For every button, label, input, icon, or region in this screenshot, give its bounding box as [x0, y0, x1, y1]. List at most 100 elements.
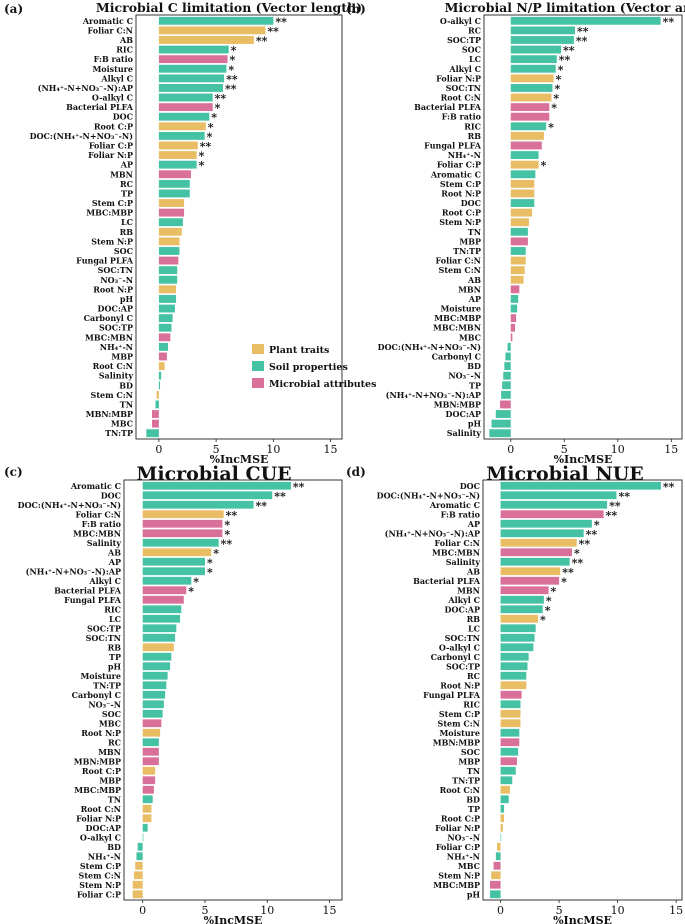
- plot-frame: [482, 479, 683, 901]
- category-label: O-alkyl C: [92, 93, 133, 103]
- bar: [158, 16, 274, 25]
- bar: [500, 833, 502, 842]
- category-label: TP: [121, 188, 133, 198]
- bar: [158, 208, 185, 217]
- significance-label: *: [558, 63, 564, 76]
- bar: [142, 747, 159, 756]
- category-label: Fungal PLFA: [76, 256, 134, 266]
- bar: [158, 112, 210, 121]
- bar: [142, 538, 219, 547]
- bar: [158, 371, 162, 380]
- bar: [132, 890, 143, 899]
- category-label: SOC:TN: [445, 633, 480, 643]
- bar: [158, 294, 177, 303]
- category-label: LC: [469, 54, 481, 64]
- bar: [510, 285, 520, 294]
- bar: [500, 643, 534, 652]
- category-label: NH₄⁺-N: [448, 150, 481, 160]
- category-label: Bacterial PLFA: [54, 585, 122, 595]
- significance-label: *: [556, 73, 562, 86]
- panel-a: (a) Microbial C limitation (Vector length…: [4, 0, 376, 466]
- category-label: Alkyl C: [100, 73, 133, 83]
- significance-label: *: [545, 604, 551, 617]
- x-axis-label: %IncMSE: [210, 453, 269, 466]
- bar: [510, 314, 517, 323]
- significance-label: *: [211, 111, 217, 124]
- bar: [510, 333, 513, 342]
- category-label: Root C:N: [441, 93, 481, 103]
- category-label: SOC:TN: [86, 633, 121, 643]
- category-label: Stem C:N: [79, 870, 121, 880]
- category-label: LC: [109, 614, 121, 624]
- chart-title: Microbial CUE: [136, 463, 291, 485]
- bar: [510, 304, 518, 313]
- significance-label: **: [559, 54, 571, 67]
- bar: [510, 218, 529, 227]
- panel-label: (d): [346, 465, 366, 479]
- category-label: Foliar C:N: [436, 256, 481, 266]
- bar: [158, 64, 227, 73]
- bar: [500, 605, 543, 614]
- category-label: TN:TP: [453, 246, 481, 256]
- bar: [505, 352, 511, 361]
- panel-label: (a): [4, 2, 23, 16]
- category-label: NO₃⁻-N: [88, 699, 121, 709]
- x-tick-label: 10: [611, 443, 625, 456]
- category-label: TP: [109, 652, 121, 662]
- category-label: DOC:AP: [445, 604, 480, 614]
- bar: [137, 842, 143, 851]
- bar: [158, 103, 213, 112]
- category-label: MBP: [458, 756, 480, 766]
- bar: [500, 614, 539, 623]
- bar: [500, 757, 517, 766]
- category-label: AP: [468, 294, 481, 304]
- bar: [142, 728, 161, 737]
- category-label: TN: [467, 766, 480, 776]
- bar: [500, 814, 505, 823]
- category-label: Alkyl C: [447, 595, 480, 605]
- bar: [510, 294, 519, 303]
- bar: [142, 652, 172, 661]
- significance-label: **: [225, 82, 237, 95]
- category-label: AB: [466, 566, 480, 576]
- bar: [158, 237, 180, 246]
- x-tick-label: 15: [323, 904, 337, 917]
- bar: [142, 795, 153, 804]
- plot-frame: [483, 14, 683, 440]
- bar: [142, 833, 144, 842]
- category-label: Stem C:P: [439, 709, 480, 719]
- category-label: SOC:TP: [87, 623, 121, 633]
- category-label: Aromatic C: [70, 481, 121, 491]
- bar: [142, 567, 205, 576]
- bar: [500, 538, 577, 547]
- significance-label: *: [231, 44, 237, 57]
- significance-label: *: [193, 575, 199, 588]
- x-tick-label: 5: [556, 904, 563, 917]
- significance-label: **: [200, 140, 212, 153]
- bar: [158, 179, 190, 188]
- category-label: Stem N:P: [439, 217, 481, 227]
- bar: [500, 804, 505, 813]
- significance-label: *: [574, 547, 580, 560]
- bar: [158, 36, 254, 44]
- significance-label: *: [228, 63, 234, 76]
- bar: [158, 122, 206, 131]
- category-label: Stem C:P: [80, 861, 121, 871]
- bar: [142, 709, 163, 718]
- bar: [142, 643, 174, 652]
- bar: [142, 785, 154, 794]
- category-label: NO₃⁻-N: [448, 371, 481, 381]
- legend-swatch: [252, 344, 264, 354]
- x-tick-label: 15: [324, 443, 338, 456]
- bar: [491, 871, 501, 880]
- bar: [158, 160, 197, 169]
- significance-label: *: [207, 556, 213, 569]
- x-tick-label: 15: [669, 904, 683, 917]
- bar: [142, 719, 162, 728]
- category-label: DOC:(NH₄⁺-N+NO₃⁻-N): [377, 490, 481, 500]
- significance-label: *: [208, 121, 214, 134]
- category-label: Aromatic C: [429, 500, 480, 510]
- significance-label: **: [618, 490, 630, 503]
- category-label: Stem C:P: [92, 198, 133, 208]
